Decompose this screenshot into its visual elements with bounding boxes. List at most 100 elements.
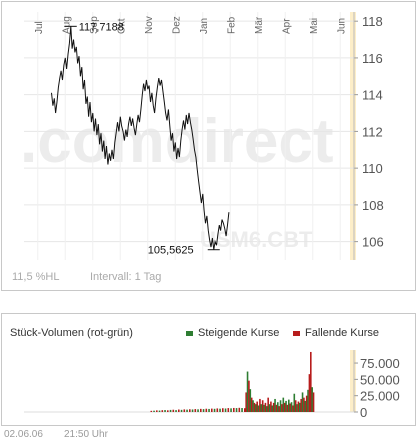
x-tick-label: Aug — [61, 16, 72, 34]
y-tick-label: 118 — [362, 14, 383, 29]
y-tick-label: 110 — [362, 161, 383, 176]
x-tick-label: Apr — [281, 18, 292, 34]
volume-bar — [178, 409, 180, 412]
volume-bar — [253, 402, 256, 412]
volume-bar — [250, 397, 253, 412]
y-tick-label: 75.000 — [360, 356, 400, 371]
volume-bar — [244, 408, 246, 412]
legend-up-label: Steigende Kurse — [198, 327, 279, 339]
volume-bar — [183, 409, 186, 412]
y-tick-label: 108 — [362, 198, 384, 213]
volume-chart: Stück-Volumen (rot-grün) Steigende Kurse F… — [10, 327, 400, 420]
x-tick-label: Okt — [116, 18, 127, 34]
volume-bar — [299, 402, 301, 412]
volume-bar — [205, 408, 208, 412]
volume-bar — [191, 409, 194, 412]
volume-bar — [300, 398, 302, 412]
volume-bar — [288, 399, 290, 412]
volume-bar — [241, 408, 243, 412]
volume-bar — [310, 351, 312, 412]
volume-bar — [274, 398, 276, 412]
volume-bar — [272, 402, 275, 412]
volume-bar — [292, 405, 294, 412]
volume-bar — [260, 404, 263, 412]
current-period-band — [350, 350, 356, 412]
volume-bar — [283, 402, 286, 412]
volume-bar — [202, 409, 205, 412]
volume-bar — [216, 408, 219, 412]
volume-bar — [277, 402, 279, 412]
legend-up-swatch — [186, 331, 193, 336]
scale-info: 11,5 %HL — [12, 271, 60, 283]
volume-bar — [264, 402, 267, 412]
price-chart-panel: .comdirect USM6.CBT 106 108 110 112 114 116 118 J… — [1, 1, 416, 291]
low-label: 105,5625 — [148, 245, 194, 257]
volume-bar — [249, 389, 252, 412]
high-label: 117,7188 — [79, 21, 124, 33]
volume-bar — [261, 400, 264, 412]
legend-down-label: Fallende Kurse — [305, 327, 379, 339]
volume-bar — [256, 401, 258, 412]
volume-bar — [275, 404, 278, 412]
volume-bar — [222, 408, 224, 412]
volume-bar — [270, 401, 272, 412]
volume-bar — [169, 409, 172, 412]
volume-bar — [279, 400, 282, 412]
volume-bar — [248, 380, 250, 412]
volume-bar — [189, 409, 191, 412]
volume-bar — [186, 409, 188, 412]
price-series-line — [51, 26, 230, 250]
volume-bar — [224, 408, 227, 412]
volume-bar — [293, 393, 296, 412]
volume-bar — [278, 406, 280, 412]
x-tick-label: Jan — [199, 18, 210, 34]
volume-bar — [238, 407, 241, 412]
volume-bar — [156, 410, 158, 412]
volume-bar — [263, 404, 265, 412]
volume-bar — [282, 397, 285, 412]
volume-bar — [304, 400, 307, 412]
volume-bar — [308, 374, 311, 412]
x-tick-label: Nov — [144, 16, 155, 34]
volume-bar — [233, 407, 235, 412]
volume-bar — [161, 410, 164, 412]
x-tick-label: Jul — [34, 21, 45, 34]
x-tick-label: Dez — [171, 16, 182, 34]
volume-bar — [285, 400, 287, 412]
volume-bar — [312, 392, 315, 412]
legend-down-swatch — [293, 331, 300, 336]
volume-bar — [311, 387, 313, 412]
volume-bar — [297, 401, 300, 412]
volume-bar — [301, 392, 304, 412]
volume-bar — [246, 371, 249, 412]
volume-bar — [271, 405, 274, 412]
volume-bar — [180, 409, 183, 412]
volume-bar — [289, 403, 291, 412]
y-tick-label: 114 — [362, 88, 383, 103]
volume-bar — [294, 400, 297, 412]
volume-bar — [208, 408, 210, 412]
volume-bar — [227, 408, 230, 412]
current-period-band — [350, 12, 356, 260]
footer-date: 02.06.06 — [4, 429, 43, 440]
x-tick-label: Sep — [89, 16, 100, 34]
volume-bar — [257, 405, 260, 412]
volume-bar — [153, 410, 155, 412]
volume-bar — [268, 404, 271, 412]
y-tick-label: 0 — [360, 405, 367, 420]
volume-bar — [267, 397, 269, 412]
x-tick-label: Feb — [226, 16, 237, 34]
interval-info: Intervall: 1 Tag — [90, 271, 161, 283]
y-tick-label: 112 — [362, 124, 383, 139]
volume-bar — [211, 408, 213, 412]
volume-bar — [219, 408, 221, 412]
y-tick-label: 116 — [362, 51, 383, 66]
volume-bar — [167, 410, 169, 412]
x-tick-label: Mär — [254, 16, 265, 34]
volume-bar — [175, 410, 177, 412]
volume-title: Stück-Volumen (rot-grün) — [10, 327, 133, 339]
volume-bar — [200, 408, 202, 412]
volume-bar — [245, 392, 247, 412]
volume-bar — [281, 404, 283, 412]
